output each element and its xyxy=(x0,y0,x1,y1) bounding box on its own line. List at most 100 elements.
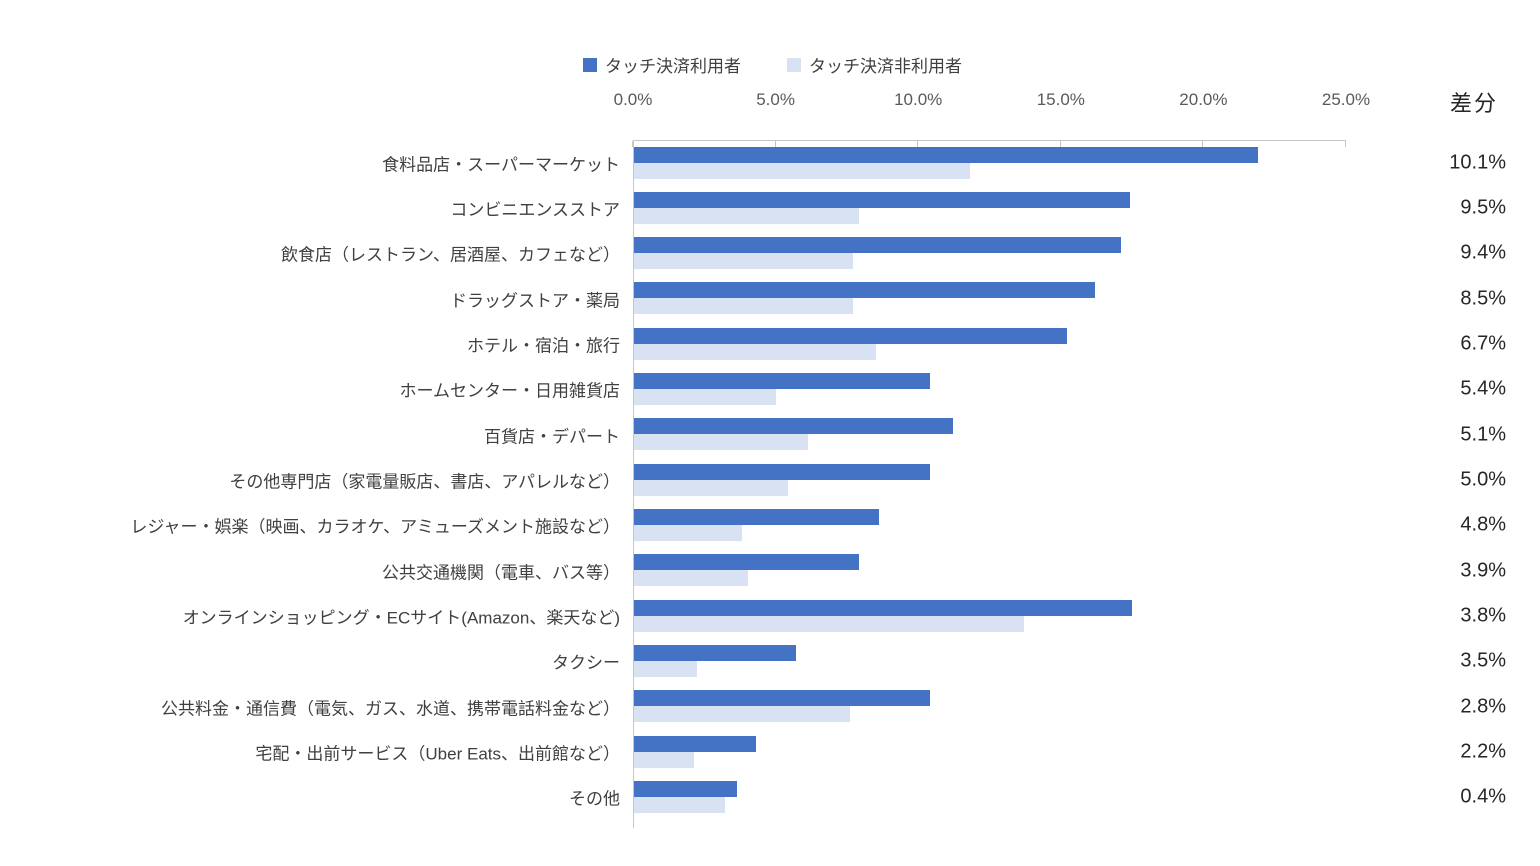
bar-group xyxy=(634,237,1346,270)
bar-series1 xyxy=(634,282,1096,299)
bar-series2 xyxy=(634,162,971,179)
category-label: 公共料金・通信費（電気、ガス、水道、携帯電話料金など） xyxy=(161,699,620,719)
legend-label-series2: タッチ決済非利用者 xyxy=(809,57,962,76)
category-label: ホームセンター・日用雑貨店 xyxy=(399,381,621,401)
category-label: レジャー・娯楽（映画、カラオケ、アミューズメント施設など） xyxy=(130,517,620,537)
x-axis-tick-mark xyxy=(1202,141,1204,147)
chart-row: 公共交通機関（電車、バス等） 3.9% xyxy=(0,548,1540,593)
category-label: その他専門店（家電量販店、書店、アパレルなど） xyxy=(229,472,620,492)
category-label: その他 xyxy=(569,789,620,809)
diff-value: 9.4% xyxy=(1460,241,1506,264)
category-label: 食料品店・スーパーマーケット xyxy=(382,155,620,175)
bar-series2 xyxy=(634,207,859,224)
x-axis-tick-mark xyxy=(1059,141,1061,147)
diff-value: 5.1% xyxy=(1460,423,1506,446)
x-axis-tick-mark xyxy=(917,141,919,147)
y-axis-line xyxy=(633,140,634,828)
chart-rows: 食料品店・スーパーマーケット 10.1% コンビニエンスストア 9.5% 飲食店… xyxy=(0,140,1540,820)
bar-series1 xyxy=(634,418,953,435)
bar-series1 xyxy=(634,191,1130,208)
diff-value: 3.8% xyxy=(1460,604,1506,627)
bar-series2 xyxy=(634,706,851,723)
diff-value: 3.9% xyxy=(1460,559,1506,582)
category-label: ホテル・宿泊・旅行 xyxy=(467,336,620,356)
bar-series2 xyxy=(634,479,788,496)
x-axis-tick-label: 10.0% xyxy=(894,90,943,109)
bar-group xyxy=(634,146,1346,179)
bar-series1 xyxy=(634,146,1258,163)
chart-row: ドラッグストア・薬局 8.5% xyxy=(0,276,1540,321)
bar-group xyxy=(634,509,1346,542)
bar-group xyxy=(634,645,1346,678)
chart-row: その他専門店（家電量販店、書店、アパレルなど） 5.0% xyxy=(0,457,1540,502)
bar-series2 xyxy=(634,751,694,768)
bar-series1 xyxy=(634,690,931,707)
x-axis-tick-label: 15.0% xyxy=(1036,90,1085,109)
category-label: 百貨店・デパート xyxy=(484,427,620,447)
bar-series1 xyxy=(634,237,1121,254)
chart-row: 飲食店（レストラン、居酒屋、カフェなど） 9.4% xyxy=(0,231,1540,276)
legend-item-touch-nonusers: タッチ決済非利用者 xyxy=(787,52,962,77)
chart-row: オンラインショッピング・ECサイト(Amazon、楽天など) 3.8% xyxy=(0,593,1540,638)
bar-series1 xyxy=(634,599,1133,616)
diff-value: 2.8% xyxy=(1460,695,1506,718)
bar-group xyxy=(634,191,1346,224)
legend-item-touch-users: タッチ決済利用者 xyxy=(583,52,741,77)
bar-series2 xyxy=(634,253,854,270)
chart-row: 百貨店・デパート 5.1% xyxy=(0,412,1540,457)
category-label: タクシー xyxy=(552,653,620,673)
bar-series1 xyxy=(634,781,737,798)
diff-column-header: 差分 xyxy=(1449,91,1498,116)
category-label: 宅配・出前サービス（Uber Eats、出前館など） xyxy=(255,744,620,764)
bar-group xyxy=(634,418,1346,451)
bar-series1 xyxy=(634,735,757,752)
chart-row: ホテル・宿泊・旅行 6.7% xyxy=(0,321,1540,366)
chart-legend: タッチ決済利用者 タッチ決済非利用者 xyxy=(583,52,962,77)
bar-group xyxy=(634,373,1346,406)
legend-swatch-series1-icon xyxy=(583,57,597,72)
legend-swatch-series2-icon xyxy=(787,57,801,72)
bar-group xyxy=(634,690,1346,723)
diff-value: 4.8% xyxy=(1460,513,1506,536)
bar-group xyxy=(634,735,1346,768)
bar-series1 xyxy=(634,327,1067,344)
chart-row: タクシー 3.5% xyxy=(0,639,1540,684)
chart-row: 食料品店・スーパーマーケット 10.1% xyxy=(0,140,1540,185)
bar-group xyxy=(634,327,1346,360)
diff-value: 6.7% xyxy=(1460,332,1506,355)
bar-series2 xyxy=(634,298,854,315)
diff-value: 5.4% xyxy=(1460,377,1506,400)
diff-value: 10.1% xyxy=(1449,151,1506,174)
x-axis-tick-mark xyxy=(1345,141,1346,147)
category-label: コンビニエンスストア xyxy=(450,200,620,220)
x-axis-tick-label: 5.0% xyxy=(756,90,795,109)
bar-series2 xyxy=(634,434,808,451)
bar-series2 xyxy=(634,615,1025,632)
chart-row: 宅配・出前サービス（Uber Eats、出前館など） 2.2% xyxy=(0,729,1540,774)
chart-row: レジャー・娯楽（映画、カラオケ、アミューズメント施設など） 4.8% xyxy=(0,503,1540,548)
category-label: 飲食店（レストラン、居酒屋、カフェなど） xyxy=(281,245,620,265)
bar-series2 xyxy=(634,389,777,406)
x-axis-tick-labels: 0.0% 5.0% 10.0% 15.0% 20.0% 25.0% xyxy=(614,90,1370,114)
bar-series2 xyxy=(634,570,748,587)
x-axis-tick-label: 0.0% xyxy=(613,90,653,109)
category-label: 公共交通機関（電車、バス等） xyxy=(382,563,620,583)
bar-series2 xyxy=(634,525,743,542)
x-axis-tick-label: 25.0% xyxy=(1321,90,1371,109)
x-axis-line xyxy=(632,140,1346,147)
diff-value: 8.5% xyxy=(1460,287,1506,310)
bar-group xyxy=(634,554,1346,587)
diff-value: 5.0% xyxy=(1460,468,1506,491)
bar-group xyxy=(634,463,1346,496)
x-axis-tick-mark xyxy=(632,141,633,147)
bar-series2 xyxy=(634,797,726,814)
bar-series2 xyxy=(634,343,877,360)
chart-row: コンビニエンスストア 9.5% xyxy=(0,185,1540,230)
bar-series1 xyxy=(634,509,879,526)
legend-label-series1: タッチ決済利用者 xyxy=(605,57,741,76)
diff-value: 0.4% xyxy=(1460,785,1506,808)
x-axis-tick-mark xyxy=(774,141,776,147)
bar-series1 xyxy=(634,463,931,480)
chart-row: その他 0.4% xyxy=(0,775,1540,820)
